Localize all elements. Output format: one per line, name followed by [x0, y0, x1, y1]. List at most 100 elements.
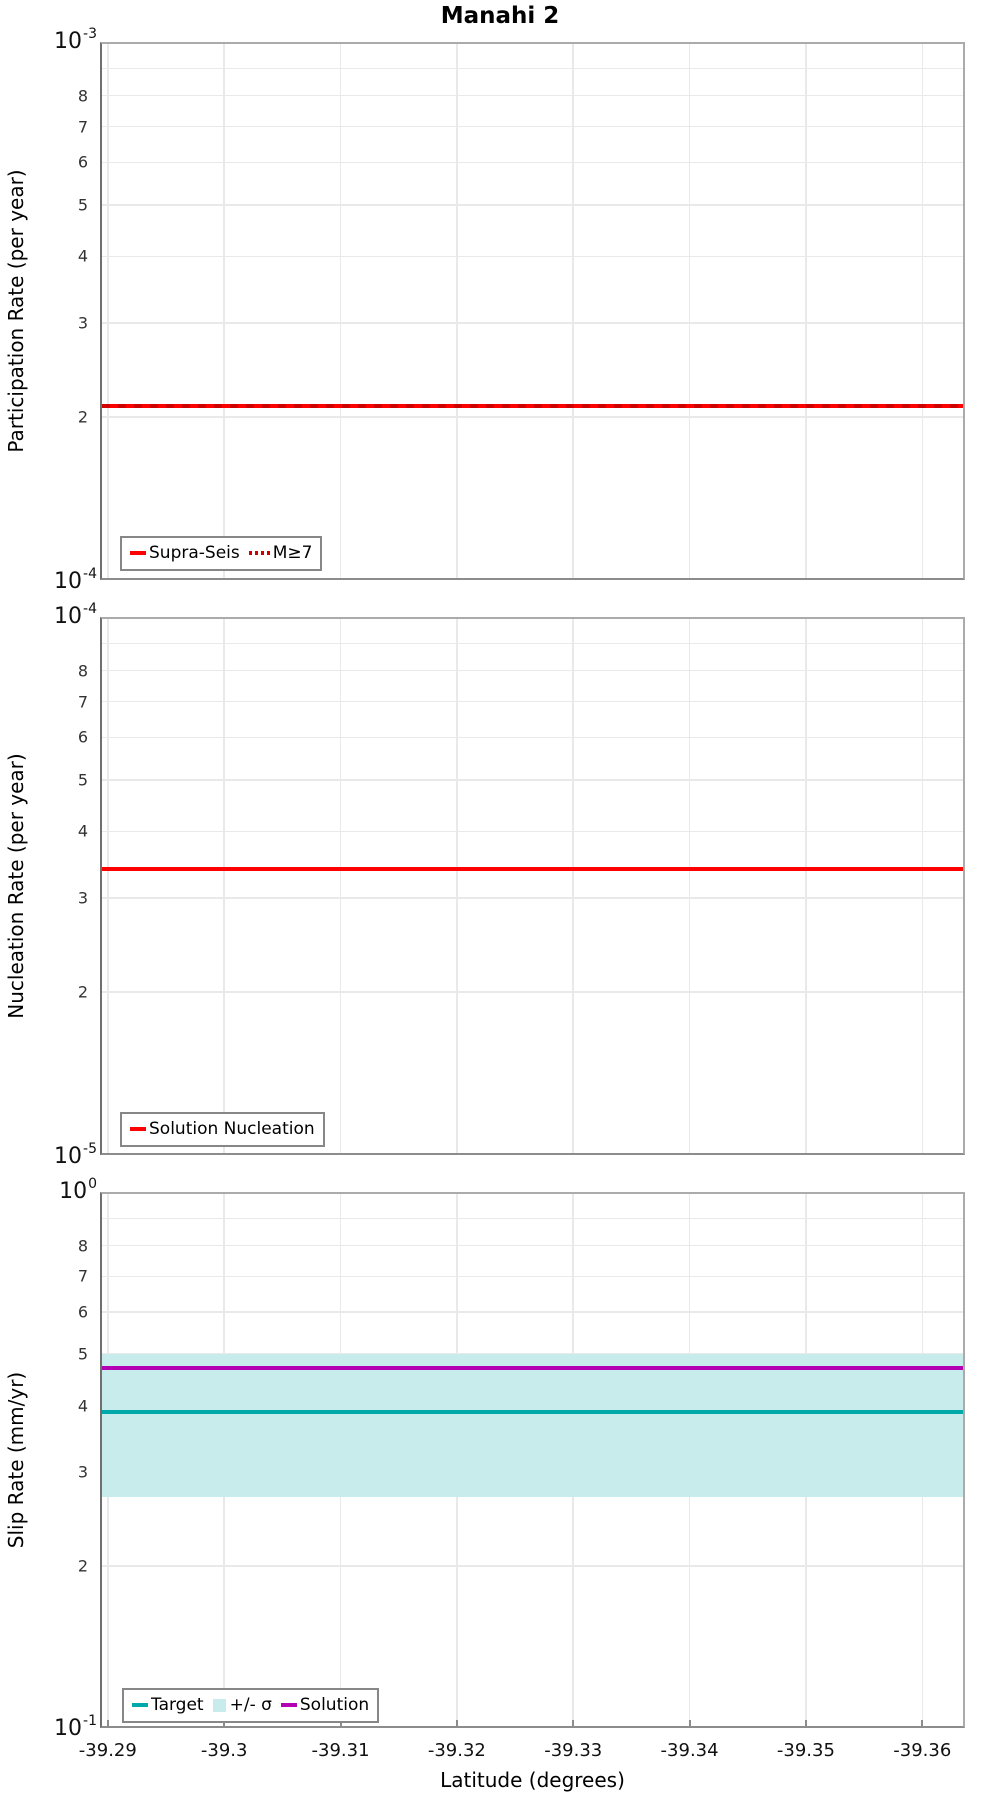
y-tick-label: 3: [77, 1462, 88, 1482]
scale-base: 10: [54, 604, 83, 630]
x-axis-label: Latitude (degrees): [440, 1768, 625, 1792]
y-tick-label: 5: [77, 1344, 88, 1364]
legend-label-target: Target: [151, 1695, 204, 1715]
plot-area-0: [100, 42, 965, 580]
y-gridline: [102, 204, 963, 206]
x-tick-label: -39.31: [311, 1740, 370, 1761]
plot-area-1: [100, 617, 965, 1155]
y-tick-label: 4: [77, 246, 88, 266]
y-scale-top-label-2: 100: [0, 1175, 97, 1205]
scale-exp: -1: [83, 1712, 97, 1729]
y-gridline: [102, 669, 963, 672]
y-gridline: [102, 1311, 963, 1313]
x-tick-label: -39.35: [776, 1740, 835, 1761]
x-gridline: [805, 619, 807, 1153]
target-line-swatch: [132, 1703, 148, 1708]
legend-label-supra-seis: Supra-Seis: [149, 543, 240, 563]
x-axis-tick: [339, 1720, 342, 1726]
y-tick-label: 2: [77, 407, 88, 427]
y-gridline: [102, 67, 963, 70]
y-gridline: [102, 161, 963, 164]
y-gridline: [102, 700, 963, 703]
x-axis-tick: [455, 1720, 458, 1726]
m7-dotted-line-swatch: [248, 551, 270, 556]
x-gridline: [572, 619, 574, 1153]
y-tick-label: 7: [77, 1266, 88, 1286]
y-tick-labels-2: 8 7 6 5 4 3 2: [0, 1194, 92, 1726]
y-gridline: [102, 991, 963, 993]
y-gridline: [102, 1217, 963, 1220]
y-gridline: [102, 416, 963, 418]
x-axis-tick: [223, 1720, 226, 1726]
sigma-band-swatch: [212, 1698, 226, 1712]
x-axis-tick: [688, 1720, 691, 1726]
x-gridline: [339, 44, 342, 578]
x-axis-tick: [572, 1720, 575, 1726]
scale-exp: 0: [88, 1175, 97, 1192]
y-tick-label: 8: [77, 86, 88, 106]
x-gridline: [456, 619, 458, 1153]
x-gridline: [456, 44, 458, 578]
legend-slip-rate: Target +/- σ Solution: [122, 1688, 380, 1723]
y-gridline: [102, 1244, 963, 1247]
series-line-target: [102, 1409, 963, 1414]
y-tick-labels-1: 8 7 6 5 4 3 2: [0, 619, 92, 1153]
y-tick-label: 6: [77, 152, 88, 172]
y-tick-label: 3: [77, 313, 88, 333]
x-axis-tick: [106, 1720, 109, 1726]
y-gridline: [102, 322, 963, 324]
x-gridline: [339, 619, 342, 1153]
y-tick-labels-0: 8 7 6 5 4 3 2: [0, 44, 92, 578]
y-gridline: [102, 1565, 963, 1567]
scale-exp: -5: [83, 1140, 97, 1157]
y-gridline: [102, 1275, 963, 1278]
scale-base: 10: [59, 1179, 88, 1205]
scale-exp: -3: [83, 25, 97, 42]
y-tick-label: 2: [77, 1556, 88, 1576]
x-gridline: [921, 44, 924, 578]
legend-nucleation: Solution Nucleation: [120, 1112, 325, 1147]
y-tick-label: 8: [77, 1236, 88, 1256]
y-scale-top-label-0: 10-3: [0, 25, 97, 55]
y-tick-label: 3: [77, 888, 88, 908]
x-gridline: [107, 44, 109, 578]
scale-base: 10: [54, 1144, 83, 1170]
y-tick-label: 7: [77, 117, 88, 137]
x-tick-label: -39.3: [200, 1740, 248, 1761]
y-scale-bottom-label-1: 10-5: [0, 1140, 97, 1170]
plot-area-2: [100, 1192, 965, 1728]
x-gridline: [223, 44, 225, 578]
x-tick-label: -39.32: [427, 1740, 486, 1761]
legend-label-solution: Solution: [299, 1695, 370, 1715]
y-gridline: [102, 642, 963, 645]
x-gridline: [921, 619, 924, 1153]
y-gridline: [102, 94, 963, 97]
x-axis-tick: [804, 1720, 807, 1726]
supra-seis-line-swatch: [130, 551, 146, 556]
series-line-m-7: [102, 403, 963, 408]
x-tick-label: -39.36: [893, 1740, 952, 1761]
y-scale-top-label-1: 10-4: [0, 600, 97, 630]
series-line-solution: [102, 1366, 963, 1371]
y-tick-label: 7: [77, 692, 88, 712]
y-scale-bottom-label-2: 10-1: [0, 1712, 97, 1740]
y-tick-label: 2: [77, 982, 88, 1002]
legend-label-m7: M≥7: [272, 543, 313, 563]
x-tick-label: -39.33: [544, 1740, 603, 1761]
series-line-solution-nucleation: [102, 867, 963, 872]
y-tick-label: 6: [77, 727, 88, 747]
legend-participation: Supra-Seis M≥7: [120, 536, 323, 571]
y-tick-label: 8: [77, 661, 88, 681]
y-tick-label: 4: [77, 821, 88, 841]
solution-nucleation-line-swatch: [130, 1127, 146, 1132]
y-gridline: [102, 779, 963, 781]
x-gridline: [572, 44, 574, 578]
y-tick-label: 5: [77, 770, 88, 790]
scale-base: 10: [54, 29, 83, 55]
y-gridline: [102, 125, 963, 128]
scale-base: 10: [54, 569, 83, 595]
scale-exp: -4: [83, 600, 97, 617]
x-tick-label: -39.34: [660, 1740, 719, 1761]
chart-title: Manahi 2: [440, 3, 560, 29]
